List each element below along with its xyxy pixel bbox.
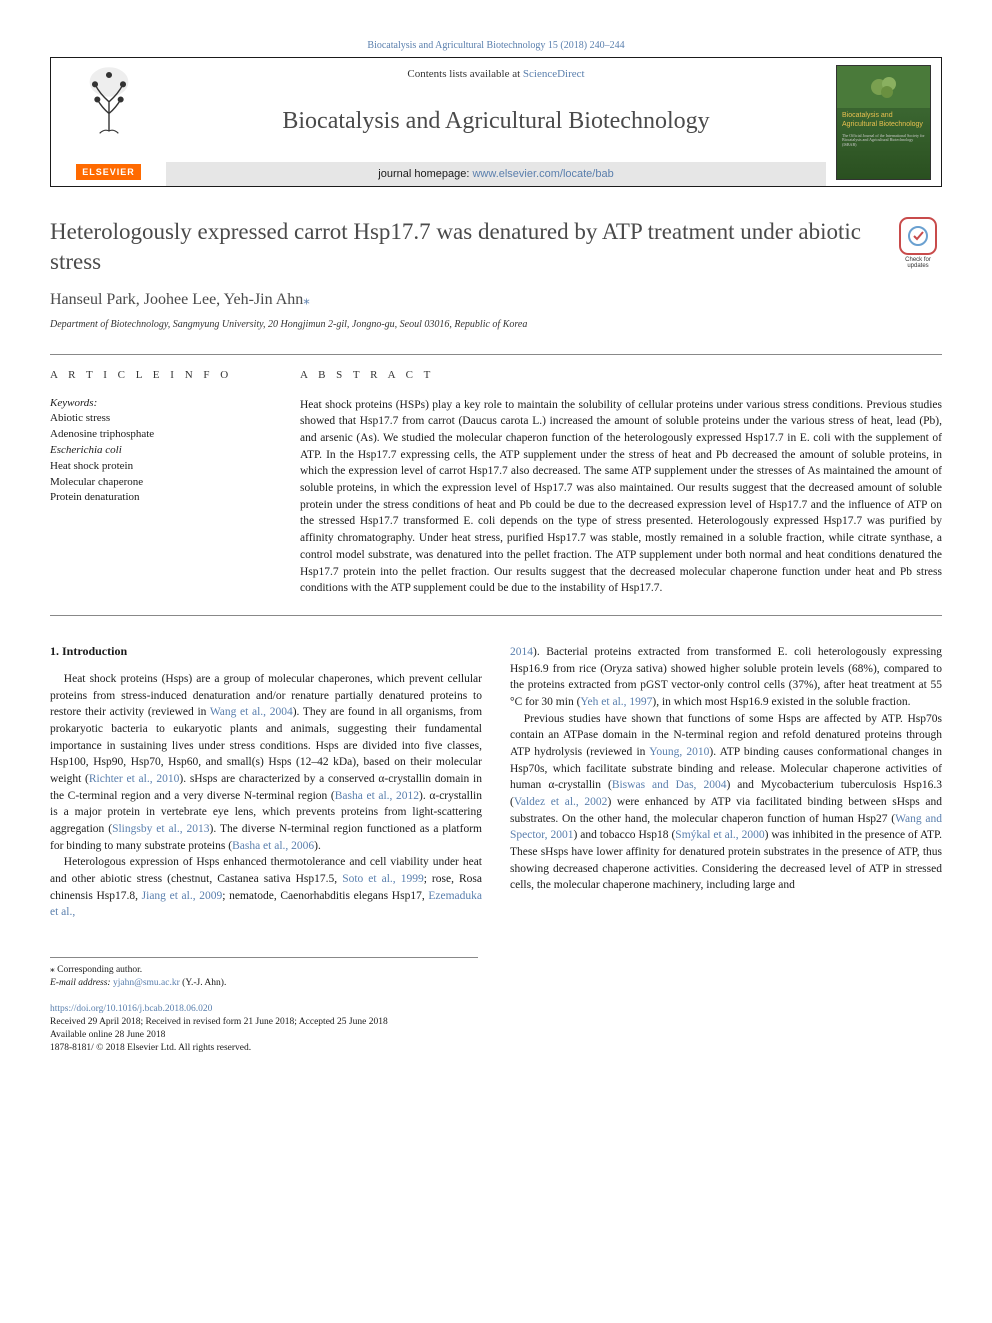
header-center: Contents lists available at ScienceDirec… xyxy=(166,58,826,186)
section-heading: 1. Introduction xyxy=(50,644,482,659)
crossmark-icon xyxy=(899,217,937,255)
homepage-link[interactable]: www.elsevier.com/locate/bab xyxy=(472,168,613,180)
keyword-item: Adenosine triphosphate xyxy=(50,427,260,443)
keyword-item: Heat shock protein xyxy=(50,459,260,475)
abstract-column: A B S T R A C T Heat shock proteins (HSP… xyxy=(300,369,942,597)
keyword-item: Abiotic stress xyxy=(50,411,260,427)
bottom-metadata: https://doi.org/10.1016/j.bcab.2018.06.0… xyxy=(50,1003,942,1056)
body-paragraph: Previous studies have shown that functio… xyxy=(510,711,942,894)
email-label: E-mail address: xyxy=(50,978,113,988)
authors-line: Hanseul Park, Joohee Lee, Yeh-Jin Ahn⁎ xyxy=(50,291,942,309)
authors-names: Hanseul Park, Joohee Lee, Yeh-Jin Ahn xyxy=(50,291,303,308)
divider-top xyxy=(50,354,942,355)
homepage-prefix: journal homepage: xyxy=(378,168,472,180)
article-title: Heterologously expressed carrot Hsp17.7 … xyxy=(50,217,874,277)
citation-link[interactable]: Valdez et al., 2002 xyxy=(514,796,608,808)
body-text: ; nematode, Caenorhabditis elegans Hsp17… xyxy=(222,890,428,902)
citation-link[interactable]: 2014 xyxy=(510,646,533,658)
check-updates-text: Check for updates xyxy=(894,257,942,269)
publisher-logo-block: ELSEVIER xyxy=(51,58,166,186)
cover-subtitle: The Official Journal of the Internationa… xyxy=(837,132,930,150)
received-dates: Received 29 April 2018; Received in revi… xyxy=(50,1016,942,1029)
journal-cover-icon: Biocatalysis and Agricultural Biotechnol… xyxy=(836,65,931,180)
citation-link[interactable]: Basha et al., 2006 xyxy=(232,840,314,852)
body-paragraph: Heat shock proteins (Hsps) are a group o… xyxy=(50,671,482,854)
running-header: Biocatalysis and Agricultural Biotechnol… xyxy=(50,40,942,57)
keyword-item: Molecular chaperone xyxy=(50,475,260,491)
citation-link[interactable]: Jiang et al., 2009 xyxy=(142,890,223,902)
body-text: ) and tobacco Hsp18 ( xyxy=(573,829,675,841)
homepage-bar: journal homepage: www.elsevier.com/locat… xyxy=(166,162,826,186)
doi-link[interactable]: https://doi.org/10.1016/j.bcab.2018.06.0… xyxy=(50,1004,212,1014)
footnotes: ⁎ Corresponding author. E-mail address: … xyxy=(50,957,478,991)
online-date: Available online 28 June 2018 xyxy=(50,1029,942,1042)
email-link[interactable]: yjahn@smu.ac.kr xyxy=(113,978,180,988)
contents-prefix: Contents lists available at xyxy=(407,68,522,80)
keywords-label: Keywords: xyxy=(50,397,260,409)
body-text: ), in which most Hsp16.9 existed in the … xyxy=(652,696,910,708)
citation-link[interactable]: Richter et al., 2010 xyxy=(89,773,179,785)
cover-thumbnail-block: Biocatalysis and Agricultural Biotechnol… xyxy=(826,58,941,186)
body-columns: 1. Introduction Heat shock proteins (Hsp… xyxy=(50,644,942,921)
article-info-label: A R T I C L E I N F O xyxy=(50,369,260,381)
journal-name: Biocatalysis and Agricultural Biotechnol… xyxy=(166,98,826,145)
email-attribution: (Y.-J. Ahn). xyxy=(180,978,227,988)
sciencedirect-link[interactable]: ScienceDirect xyxy=(523,68,585,80)
citation-link[interactable]: Soto et al., 1999 xyxy=(342,873,424,885)
keyword-item: Escherichia coli xyxy=(50,443,260,459)
journal-header: ELSEVIER Contents lists available at Sci… xyxy=(50,57,942,187)
citation-link[interactable]: Slingsby et al., 2013 xyxy=(112,823,209,835)
elsevier-wordmark: ELSEVIER xyxy=(76,164,141,180)
body-column-left: 1. Introduction Heat shock proteins (Hsp… xyxy=(50,644,482,921)
contents-available-line: Contents lists available at ScienceDirec… xyxy=(166,68,826,80)
divider-mid xyxy=(50,615,942,616)
email-line: E-mail address: yjahn@smu.ac.kr (Y.-J. A… xyxy=(50,977,478,990)
body-text: ). xyxy=(314,840,321,852)
citation-link[interactable]: Yeh et al., 1997 xyxy=(580,696,652,708)
citation-link[interactable]: Wang et al., 2004 xyxy=(210,706,293,718)
body-paragraph: Heterologous expression of Hsps enhanced… xyxy=(50,854,482,921)
citation-link[interactable]: Young, 2010 xyxy=(649,746,709,758)
section-title: Introduction xyxy=(62,644,127,658)
abstract-label: A B S T R A C T xyxy=(300,369,942,381)
check-updates-badge[interactable]: Check for updates xyxy=(894,217,942,269)
citation-link[interactable]: Smýkal et al., 2000 xyxy=(675,829,764,841)
affiliation: Department of Biotechnology, Sangmyung U… xyxy=(50,319,942,330)
section-number: 1. xyxy=(50,644,59,658)
citation-link[interactable]: Biswas and Das, 2004 xyxy=(612,779,727,791)
citation-link[interactable]: Basha et al., 2012 xyxy=(335,790,419,802)
corresponding-note: ⁎ Corresponding author. xyxy=(50,964,478,977)
copyright-line: 1878-8181/ © 2018 Elsevier Ltd. All righ… xyxy=(50,1042,942,1055)
body-paragraph: 2014). Bacterial proteins extracted from… xyxy=(510,644,942,711)
article-info-column: A R T I C L E I N F O Keywords: Abiotic … xyxy=(50,369,260,597)
body-column-right: 2014). Bacterial proteins extracted from… xyxy=(510,644,942,921)
cover-title: Biocatalysis and Agricultural Biotechnol… xyxy=(837,108,930,132)
corr-marker[interactable]: ⁎ xyxy=(303,292,310,307)
elsevier-tree-icon xyxy=(74,64,144,139)
keyword-item: Protein denaturation xyxy=(50,490,260,506)
abstract-text: Heat shock proteins (HSPs) play a key ro… xyxy=(300,397,942,597)
